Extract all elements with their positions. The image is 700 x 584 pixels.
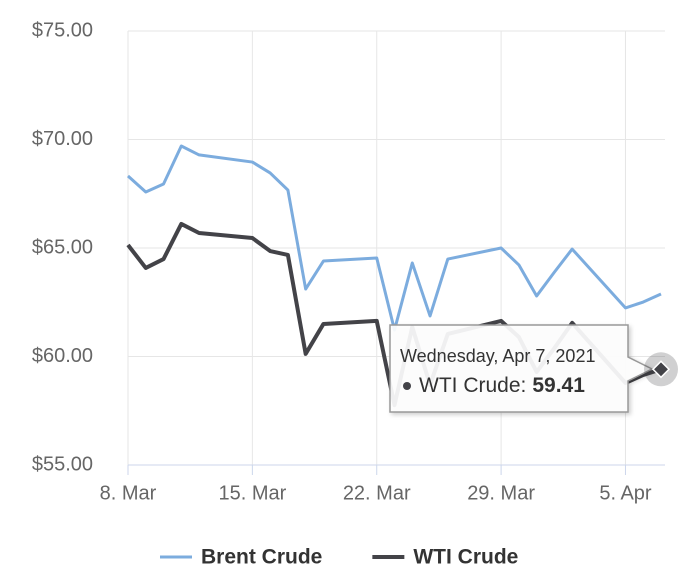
tooltip-box [389,324,654,413]
tooltip: Wednesday, Apr 7, 2021 WTI Crude: 59.41 [389,324,654,413]
y-tick-label: $55.00 [32,453,93,475]
y-tick-label: $65.00 [32,236,93,258]
tooltip-title: Wednesday, Apr 7, 2021 [400,346,595,366]
x-tick-label: 22. Mar [343,482,411,504]
y-tick-label: $75.00 [32,19,93,41]
series-line [126,144,662,332]
tooltip-label: WTI Crude: [419,374,526,397]
y-tick-label: $70.00 [32,128,93,150]
hover-marker [651,360,671,379]
y-tick-label: $60.00 [32,345,93,367]
tooltip-text: WTI Crude: 59.41 [419,374,585,397]
legend-label[interactable]: Brent Crude [201,546,322,569]
legend-label[interactable]: WTI Crude [413,546,518,569]
x-tick-label: 8. Mar [100,482,157,504]
tooltip-value: 59.41 [532,374,585,397]
x-tick-label: 15. Mar [218,482,286,504]
x-tick-label: 29. Mar [467,482,535,504]
x-tick-label: 5. Apr [599,482,652,504]
tooltip-bullet [403,382,411,390]
